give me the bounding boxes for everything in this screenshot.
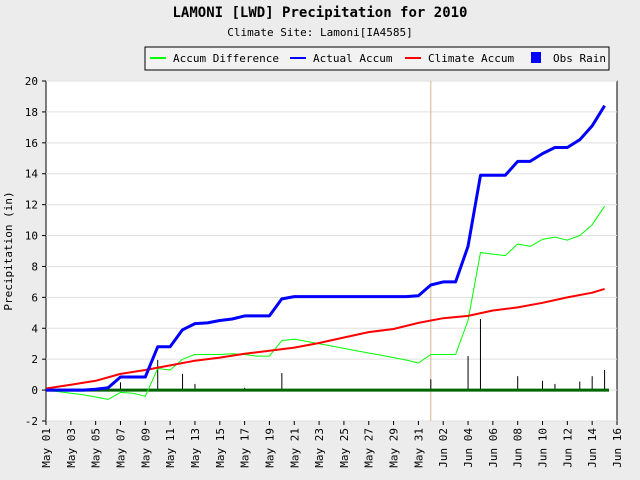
x-tick-label: Jun 08 (512, 428, 525, 468)
legend: Accum Difference Actual Accum Climate Accu… (144, 46, 610, 71)
x-tick-label: May 17 (239, 428, 252, 468)
y-tick-label: 4 (31, 322, 38, 335)
y-tick-label: 16 (25, 137, 38, 150)
x-tick-label: Jun 16 (611, 428, 624, 468)
y-axis-label: Precipitation (in) (2, 191, 15, 310)
legend-label: Obs Rain (553, 52, 606, 65)
x-tick-label: May 03 (65, 428, 78, 468)
plot-area (45, 80, 618, 422)
x-tick-label: May 13 (189, 428, 202, 468)
x-tick-label: Jun 02 (437, 428, 450, 468)
x-tick-label: May 19 (263, 428, 276, 468)
legend-label: Climate Accum (428, 52, 514, 65)
x-tick-label: May 29 (388, 428, 401, 468)
y-tick-label: 18 (25, 106, 38, 119)
x-tick-label: Jun 14 (586, 428, 599, 468)
x-tick-label: Jun 06 (487, 428, 500, 468)
x-tick-label: May 15 (214, 428, 227, 468)
x-tick-label: Jun 10 (537, 428, 550, 468)
x-axis: May 01 May 03 May 05 May 07 May 09 May 11 May … (40, 421, 624, 468)
x-tick-label: May 01 (40, 428, 53, 468)
x-tick-label: May 23 (313, 428, 326, 468)
y-tick-label: 8 (31, 260, 38, 273)
x-tick-label: May 05 (90, 428, 103, 468)
chart-title: LAMONI [LWD] Precipitation for 2010 (172, 5, 468, 21)
y-tick-label: 2 (31, 353, 38, 366)
legend-label: Accum Difference (173, 52, 279, 65)
chart-subtitle: Climate Site: Lamoni[IA4585] (227, 26, 413, 39)
x-tick-label: May 21 (288, 428, 301, 468)
series-group (45, 81, 609, 421)
y-tick-label: 14 (25, 168, 39, 181)
x-tick-label: May 25 (338, 428, 351, 468)
y-axis: -2 0 2 4 6 8 10 12 14 16 18 20 (25, 75, 46, 428)
accum-difference-line (45, 205, 606, 400)
x-tick-label: May 27 (363, 428, 376, 468)
climate-accum-line (45, 287, 605, 390)
y-tick-label: 20 (25, 75, 38, 88)
x-tick-label: May 31 (412, 428, 425, 468)
x-tick-label: May 11 (164, 428, 177, 468)
x-tick-label: Jun 12 (561, 428, 574, 468)
legend-swatch-obs-rain (531, 52, 541, 63)
y-tick-label: 12 (25, 199, 38, 212)
x-tick-label: Jun 04 (462, 428, 475, 468)
y-tick-label: 0 (31, 384, 38, 397)
actual-accum-line (46, 104, 606, 392)
y-tick-label: 10 (25, 230, 38, 243)
x-tick-label: May 07 (114, 428, 127, 468)
x-tick-label: May 09 (139, 428, 152, 468)
legend-box (144, 46, 610, 71)
legend-label: Actual Accum (313, 52, 393, 65)
y-tick-label: 6 (31, 291, 38, 304)
y-tick-label: -2 (25, 415, 38, 428)
